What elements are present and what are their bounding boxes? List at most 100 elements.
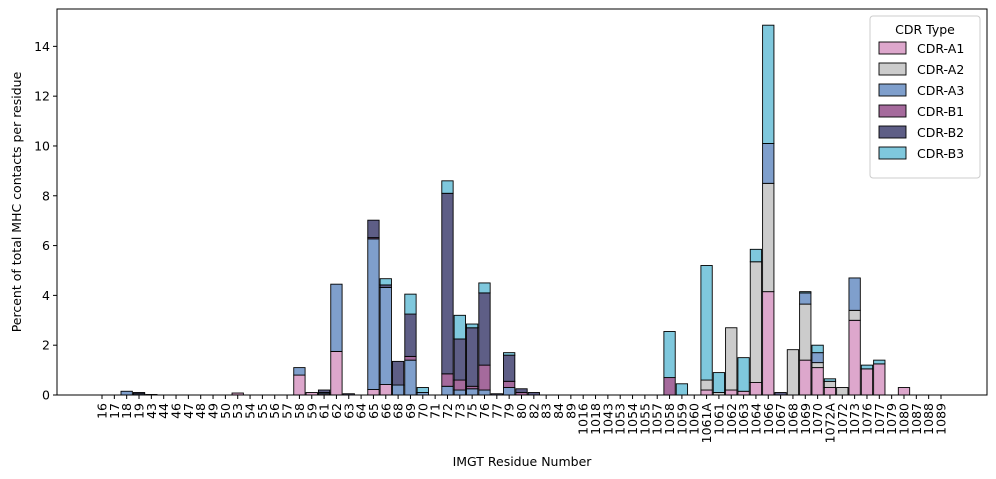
x-tick-label: 44: [156, 403, 171, 419]
x-tick-label: 76: [477, 403, 492, 419]
legend-swatch-cdr-a3: [878, 83, 907, 97]
bar-segment-cdr-b3-76: [478, 282, 491, 294]
x-tick-label: 17: [107, 403, 122, 419]
legend: CDR Type CDR-A1CDR-A2CDR-A3CDR-B1CDR-B2C…: [869, 15, 981, 179]
x-tick-label: 56: [267, 403, 282, 419]
bar-segment-cdr-b1-69: [404, 355, 417, 361]
bar-segment-cdr-a3-1066: [762, 143, 775, 184]
x-tick-label: 54: [243, 403, 258, 419]
bar-segment-cdr-b2-75: [466, 327, 479, 387]
bar-segment-cdr-a1-1069: [799, 359, 812, 396]
bar-segment-cdr-a2-1069: [799, 303, 812, 361]
x-tick-label: 1067: [773, 403, 788, 435]
x-tick-label: 89: [563, 403, 578, 419]
x-tick-label: 1080: [896, 403, 911, 435]
x-tick-label: 1076: [859, 403, 874, 435]
bar-segment-cdr-b2-69: [404, 313, 417, 357]
x-tick-label: 50: [218, 403, 233, 419]
x-tick-label: 65: [366, 403, 381, 419]
y-tick-label: 14: [34, 39, 50, 54]
x-tick-label: 84: [551, 403, 566, 419]
bar-segment-cdr-a2-1068: [786, 349, 800, 396]
legend-label-cdr-b2: CDR-B2: [917, 125, 964, 140]
x-tick-label: 1068: [785, 403, 800, 435]
bar-segment-cdr-a3-68: [391, 384, 405, 396]
legend-label-cdr-a2: CDR-A2: [917, 62, 964, 77]
x-axis: 1617181943444647484950535455565758596162…: [95, 395, 949, 443]
x-tick-label: 47: [181, 403, 196, 419]
legend-title: CDR Type: [895, 22, 955, 37]
x-tick-label: 1064: [748, 403, 763, 435]
bar-segment-cdr-a1-1076: [860, 368, 874, 396]
x-tick-label: 53: [230, 403, 245, 419]
bar-segment-cdr-b2-73: [453, 338, 466, 381]
legend-label-cdr-b3: CDR-B3: [917, 146, 964, 161]
bar-segment-cdr-a3-18: [120, 390, 133, 396]
bar-segment-cdr-a3-75: [466, 388, 479, 396]
x-tick-label: 59: [304, 403, 319, 419]
legend-swatch-cdr-b1: [878, 104, 907, 118]
bar-segment-cdr-b3-1063: [737, 357, 750, 392]
bar-segment-cdr-a1-1063: [737, 390, 750, 396]
x-tick-label: 1054: [625, 403, 640, 435]
x-tick-label: 1073: [847, 403, 862, 435]
y-axis: 0 2 4 6 8 10 12 14: [34, 39, 57, 403]
bar-segment-cdr-b2-79: [503, 354, 516, 382]
bar-segment-cdr-b3-1058: [663, 331, 676, 379]
y-tick-label: 6: [42, 238, 50, 253]
y-axis-title: Percent of total MHC contacts per residu…: [9, 71, 24, 332]
x-tick-label: 83: [539, 403, 554, 419]
x-tick-label: 1061: [711, 403, 726, 435]
legend-label-cdr-b1: CDR-B1: [917, 104, 964, 119]
bar-segment-cdr-a3-58: [293, 367, 306, 376]
bar-segment-cdr-b2-19: [132, 392, 146, 395]
bar-segment-cdr-a3-1069: [799, 292, 812, 305]
bar-segment-cdr-a2-1066: [762, 182, 775, 293]
x-tick-label: 49: [206, 403, 221, 419]
x-tick-label: 1060: [687, 403, 702, 435]
x-tick-label: 1058: [662, 403, 677, 435]
x-tick-label: 75: [465, 403, 480, 419]
legend-swatch-cdr-b2: [878, 125, 907, 139]
bar-segment-cdr-a2-1061A: [700, 379, 713, 391]
x-tick-label: 1016: [576, 403, 591, 435]
x-tick-label: 1089: [934, 403, 949, 435]
x-tick-label: 1061A: [699, 403, 714, 444]
x-tick-label: 55: [255, 403, 270, 419]
x-tick-label: 1055: [637, 403, 652, 435]
bar-segment-cdr-a2-1073: [848, 309, 861, 321]
bar-segment-cdr-b3-72: [441, 180, 454, 194]
x-tick-label: 64: [354, 403, 369, 419]
x-tick-label: 1063: [736, 403, 751, 435]
x-tick-label: 18: [119, 403, 134, 419]
x-tick-label: 58: [292, 403, 307, 419]
x-tick-label: 57: [280, 403, 295, 419]
bar-segment-cdr-b3-1059: [675, 383, 689, 396]
bar-segment-cdr-a3-79: [503, 387, 516, 396]
bar-segment-cdr-a1-1077: [873, 363, 886, 396]
x-tick-label: 1043: [600, 403, 615, 435]
bar-segment-cdr-b3-1070: [811, 344, 824, 354]
x-tick-label: 79: [502, 403, 517, 419]
bar-segment-cdr-a1-65: [367, 389, 380, 396]
x-tick-label: 61: [317, 403, 332, 419]
bars-layer: [120, 24, 911, 396]
y-tick-label: 2: [42, 338, 50, 353]
x-tick-label: 73: [452, 403, 467, 419]
x-tick-label: 82: [526, 403, 541, 419]
bar-segment-cdr-a2-1064: [749, 261, 763, 383]
bar-segment-cdr-b3-1072A: [823, 378, 837, 382]
plot-frame: [56, 8, 988, 396]
bar-segment-cdr-a2-1070: [811, 362, 824, 369]
bar-segment-cdr-b3-1061A: [700, 265, 713, 381]
legend-label-cdr-a3: CDR-A3: [917, 83, 964, 98]
bar-segment-cdr-a2-1062: [725, 327, 738, 391]
x-tick-label: 1079: [884, 403, 899, 435]
bar-segment-cdr-a1-66: [379, 384, 392, 396]
bar-segment-cdr-a1-1062: [725, 389, 738, 396]
x-tick-label: 1059: [674, 403, 689, 435]
x-tick-label: 72: [440, 403, 455, 419]
bar-segment-cdr-a1-1080: [897, 387, 911, 396]
bar-segment-cdr-b3-1064: [749, 248, 763, 263]
